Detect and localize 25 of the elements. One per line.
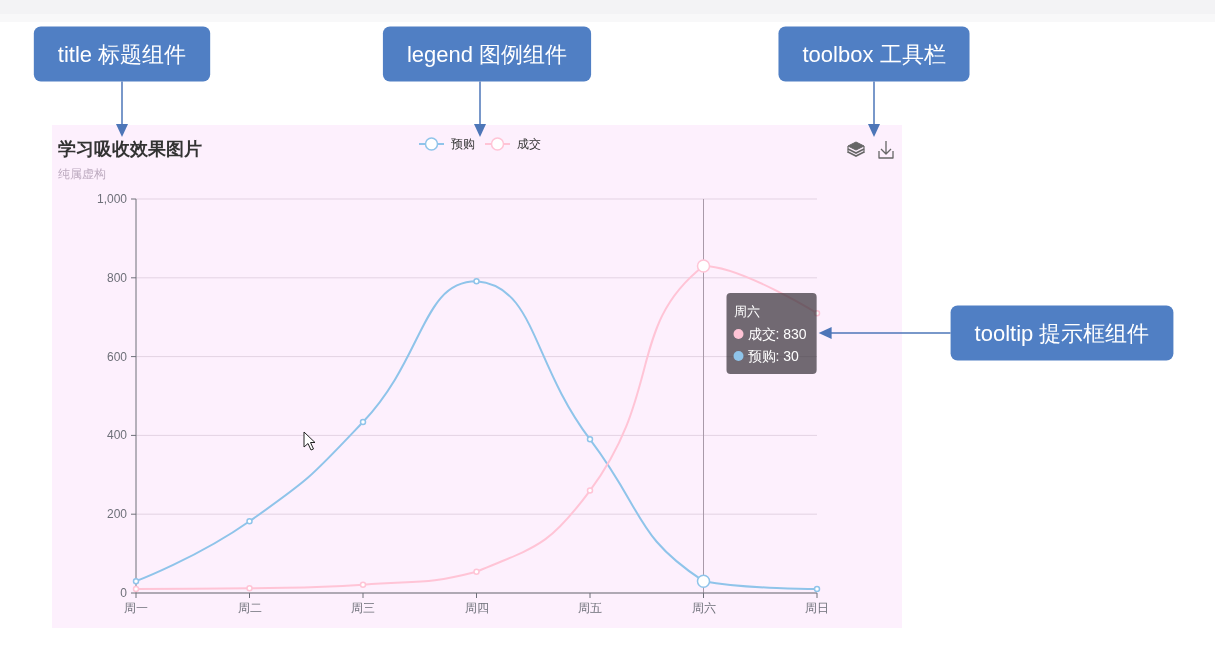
- chart-title: 学习吸收效果图片: [58, 138, 202, 159]
- legend-label: 预购: [451, 137, 475, 151]
- y-tick-label: 600: [106, 349, 128, 364]
- callout: tooltip 提示框组件: [950, 305, 1174, 361]
- x-tick-label: 周一: [124, 601, 148, 615]
- y-tick-label: 200: [106, 507, 128, 522]
- legend-label: 成交: [517, 137, 541, 151]
- x-tick-label: 周二: [237, 601, 262, 615]
- x-tick-label: 周六: [691, 601, 716, 615]
- annotation: 预购: 30: [747, 348, 800, 364]
- chart-subtitle: 纯属虚构: [58, 167, 106, 181]
- y-tick-label: 0: [120, 586, 128, 600]
- tooltip: 周六 成交: 830 预购: 30: [726, 293, 817, 374]
- y-tick-label: 800: [106, 270, 128, 285]
- annotation: 周六: [733, 304, 760, 319]
- callout: title 标题组件: [33, 26, 211, 82]
- x-tick-label: 周五: [578, 601, 602, 615]
- y-tick-label: 400: [106, 428, 128, 443]
- callout: legend 图例组件: [382, 26, 592, 82]
- annotation: 成交: 830: [747, 326, 807, 342]
- y-tick-label: 1,000: [96, 192, 128, 206]
- x-tick-label: 周三: [351, 601, 375, 615]
- callout: toolbox 工具栏: [778, 26, 970, 82]
- x-tick-label: 周日: [805, 601, 829, 615]
- x-tick-label: 周四: [464, 601, 489, 615]
